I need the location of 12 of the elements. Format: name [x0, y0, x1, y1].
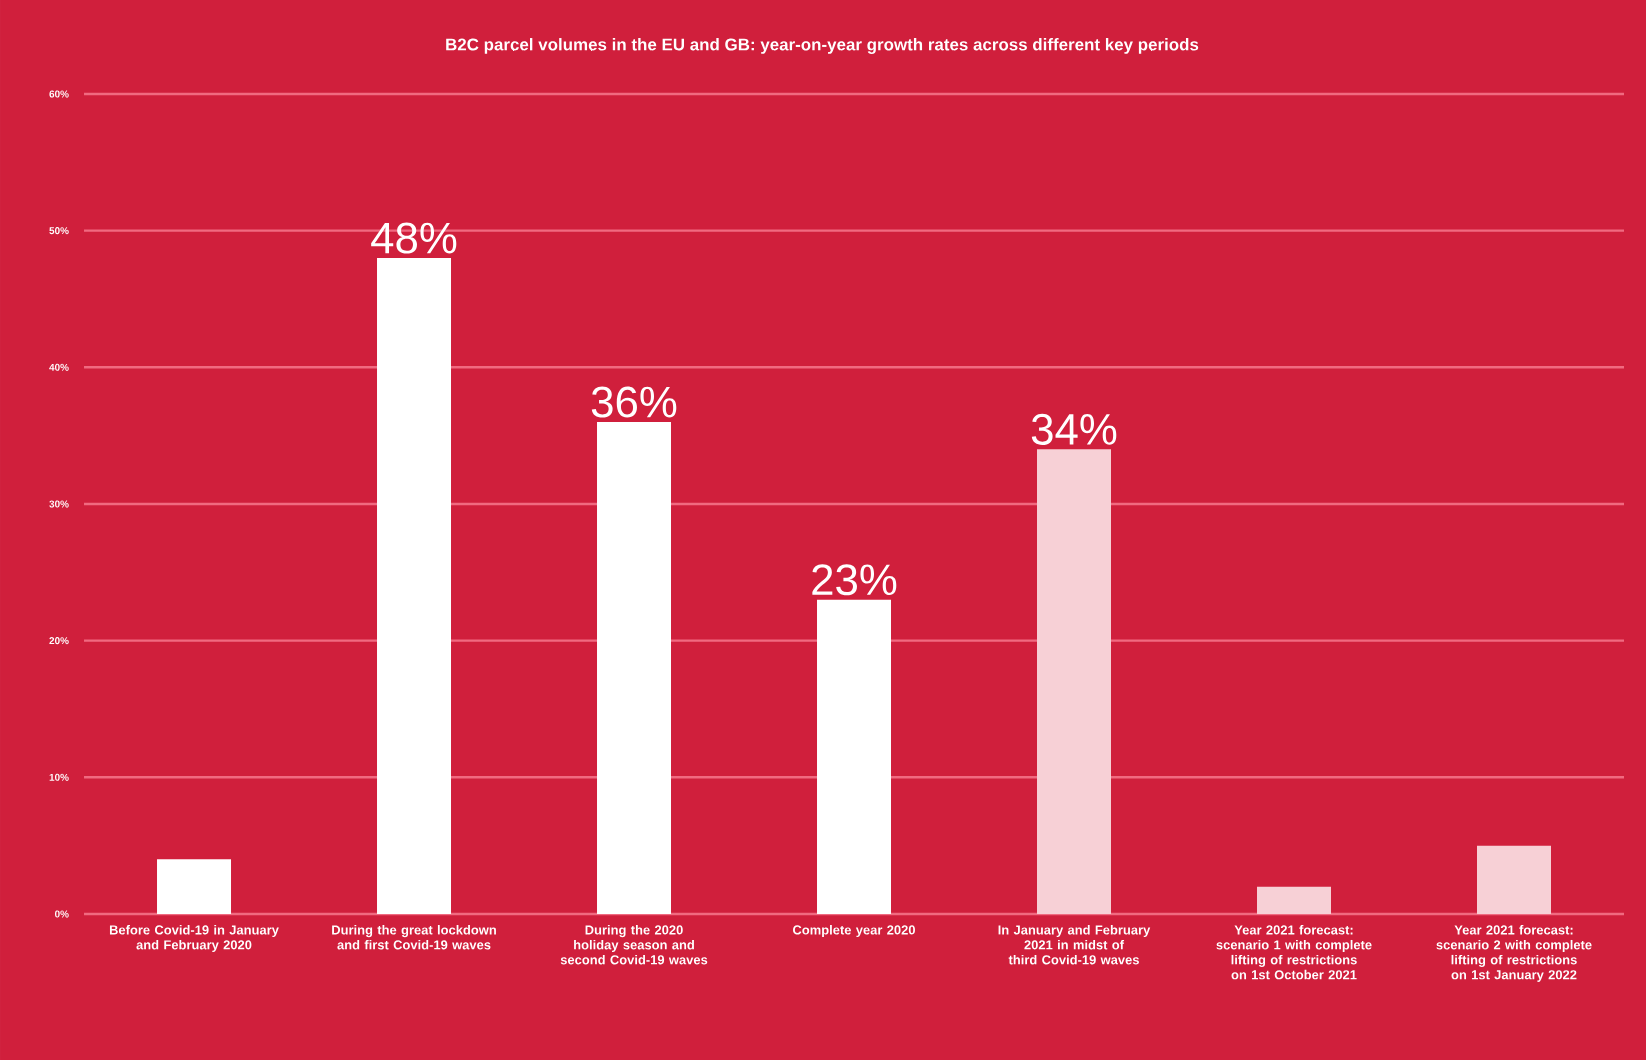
- bar: [157, 859, 232, 914]
- bar: [377, 257, 452, 914]
- data-label: 23%: [812, 564, 897, 596]
- bar: [817, 599, 892, 914]
- bar: [1477, 845, 1551, 914]
- data-label: 48%: [371, 222, 457, 254]
- bar: [1257, 886, 1331, 914]
- bar: [1037, 449, 1112, 914]
- chart-title: B2C parcel volumes in the EU and GB: year-on-year growth rates across different key periods: [446, 38, 1199, 54]
- data-label: 36%: [591, 386, 677, 418]
- bar: [597, 421, 672, 914]
- data-label: 34%: [1031, 413, 1117, 445]
